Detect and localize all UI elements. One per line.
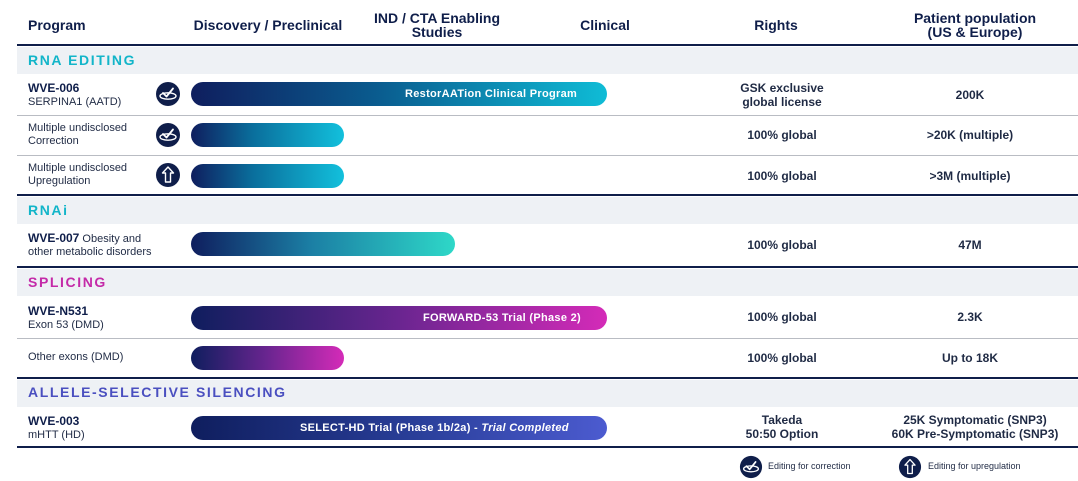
rights-wve007: 100% global [747, 238, 817, 252]
population-correction: >20K (multiple) [926, 128, 1014, 142]
rights-wve006-line2: global license [742, 95, 822, 109]
header-ind-cta: IND / CTA Enabling Studies [362, 11, 512, 39]
rights-correction: 100% global [747, 128, 817, 142]
population-upregulation: >3M (multiple) [929, 169, 1011, 183]
population-wve007: 47M [958, 238, 982, 252]
bar-wve007 [191, 232, 455, 256]
bar-correction [191, 123, 344, 147]
program-wve003-name: WVE-003 [28, 414, 80, 428]
section-bg-rnai [17, 197, 1078, 224]
rights-wve003: Takeda 50:50 Option [712, 413, 852, 441]
rights-wve003-line2: 50:50 Option [745, 427, 819, 441]
rights-other-exons: 100% global [747, 351, 817, 365]
bar-wve006 [191, 82, 607, 106]
header-rights: Rights [754, 17, 798, 33]
header-ind-line2: Studies [411, 24, 463, 40]
bar-wve003-label-main: SELECT-HD Trial (Phase 1b/2a) - [300, 422, 482, 434]
population-wve003-line1: 25K Symptomatic (SNP3) [903, 413, 1047, 427]
program-correction: Multiple undisclosed Correction [28, 122, 127, 148]
table-bottom-divider [17, 446, 1078, 448]
row-divider [17, 115, 1078, 116]
upregulation-icon [156, 163, 180, 187]
section-allele-selective-silencing: ALLELE-SELECTIVE SILENCING [28, 384, 287, 400]
rights-wve006: GSK exclusive global license [712, 81, 852, 109]
program-wve003-sub: mHTT (HD) [28, 429, 85, 441]
section-bg-splicing [17, 269, 1078, 296]
header-discovery: Discovery / Preclinical [193, 17, 343, 33]
legend-upregulation-label: Editing for upregulation [928, 461, 1021, 471]
rights-upregulation: 100% global [747, 169, 817, 183]
rights-wven531: 100% global [747, 310, 817, 324]
rights-wve006-line1: GSK exclusive [740, 81, 824, 95]
program-upregulation-line2: Upregulation [28, 175, 91, 187]
population-other-exons: Up to 18K [941, 351, 998, 365]
header-patient-line2: (US & Europe) [927, 24, 1023, 40]
program-wve006: WVE-006 SERPINA1 (AATD) [28, 82, 121, 109]
header-patient-line1: Patient population [913, 10, 1037, 26]
bar-wve003 [191, 416, 607, 440]
program-wven531-name: WVE-N531 [28, 304, 89, 318]
program-correction-line1: Multiple undisclosed [28, 122, 128, 134]
program-wven531: WVE-N531 Exon 53 (DMD) [28, 305, 104, 332]
program-correction-line2: Correction [28, 135, 79, 147]
program-wve006-name: WVE-006 [28, 81, 80, 95]
program-wve003: WVE-003 mHTT (HD) [28, 415, 85, 442]
program-wve007: WVE-007 Obesity and other metabolic diso… [28, 232, 152, 259]
bar-other-exons [191, 346, 344, 370]
rights-wve003-line1: Takeda [761, 413, 803, 427]
program-wve007-line2: other metabolic disorders [28, 246, 152, 258]
upregulation-icon [898, 455, 922, 479]
section-divider [17, 266, 1078, 268]
bar-wve006-label: RestorAATion Clinical Program [405, 88, 578, 100]
program-wven531-sub: Exon 53 (DMD) [28, 319, 104, 331]
program-wve007-name: WVE-007 [28, 231, 80, 245]
bar-wve003-label-italic: Trial Completed [481, 422, 569, 434]
program-upregulation: Multiple undisclosed Upregulation [28, 162, 127, 188]
correction-icon [156, 123, 180, 147]
section-bg-rna-editing [17, 47, 1078, 74]
population-wven531: 2.3K [957, 310, 983, 324]
population-wve006: 200K [955, 88, 985, 102]
correction-icon [156, 82, 180, 106]
bar-wve003-label: SELECT-HD Trial (Phase 1b/2a) - Trial Co… [300, 416, 569, 440]
header-program: Program [28, 17, 86, 33]
legend-correction-label: Editing for correction [768, 461, 851, 471]
bar-wven531 [191, 306, 607, 330]
correction-icon [739, 455, 763, 479]
bar-wven531-label: FORWARD-53 Trial (Phase 2) [423, 312, 581, 324]
bar-upregulation [191, 164, 344, 188]
program-wve006-sub: SERPINA1 (AATD) [28, 96, 122, 108]
section-divider [17, 194, 1078, 196]
program-wve007-line1: Obesity and [79, 233, 142, 245]
row-divider [17, 155, 1078, 156]
row-divider [17, 338, 1078, 339]
header-divider [17, 44, 1078, 46]
section-rnai: RNAi [28, 202, 69, 218]
program-upregulation-line1: Multiple undisclosed [28, 162, 128, 174]
section-divider [17, 377, 1078, 379]
population-wve003: 25K Symptomatic (SNP3) 60K Pre-Symptomat… [880, 413, 1070, 441]
header-clinical: Clinical [580, 17, 630, 33]
program-other-exons: Other exons (DMD) [28, 351, 124, 363]
section-bg-allele [17, 380, 1078, 407]
section-rna-editing: RNA EDITING [28, 52, 137, 68]
population-wve003-line2: 60K Pre-Symptomatic (SNP3) [891, 427, 1059, 441]
section-splicing: SPLICING [28, 274, 107, 290]
header-ind-line1: IND / CTA Enabling [374, 10, 500, 26]
header-patient-population: Patient population (US & Europe) [890, 11, 1060, 39]
